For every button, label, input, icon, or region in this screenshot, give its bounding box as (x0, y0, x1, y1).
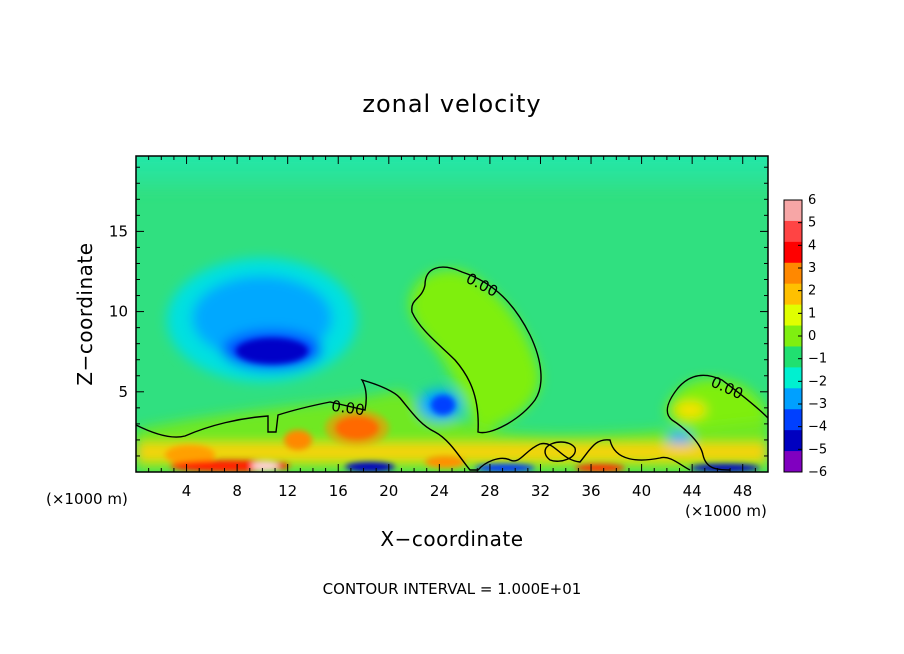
yellow-spot (674, 402, 706, 418)
colorbar-label: −3 (808, 397, 827, 412)
colorbar-swatch (784, 451, 802, 473)
y-tick-label: 15 (109, 222, 128, 240)
colorbar-label: −2 (808, 374, 827, 389)
colorbar-label: −5 (808, 442, 827, 457)
colorbar-swatch (784, 388, 802, 410)
orange-surface-3 (425, 456, 465, 468)
orange-spot-1 (284, 430, 312, 450)
colorbar-label: 5 (808, 216, 816, 231)
blue-surface-3 (690, 464, 760, 472)
x-tick-label: 4 (182, 482, 192, 500)
colorbar-label: −4 (808, 420, 827, 435)
colorbar-swatch (784, 367, 802, 389)
x-tick-label: 20 (379, 482, 398, 500)
colorbar-label: 0 (808, 329, 816, 344)
y-tick-label: 10 (109, 303, 128, 321)
x-axis-ticks: 4 8 12 16 20 24 28 32 36 40 44 48 (148, 156, 756, 500)
blue-core-dark (236, 338, 308, 364)
orange-patch (325, 410, 389, 446)
x-tick-label: 16 (329, 482, 348, 500)
y-tick-label: 5 (118, 383, 128, 401)
x-tick-label: 24 (430, 482, 449, 500)
white-surface-spot (251, 461, 279, 471)
contour-small-loop (544, 441, 576, 462)
colorbar-swatch (784, 430, 802, 452)
x-tick-label: 8 (232, 482, 242, 500)
colorbar-swatch (784, 304, 802, 327)
x-tick-label: 40 (632, 482, 651, 500)
upper-layer (136, 156, 768, 190)
contour-right-lobe (666, 374, 768, 471)
colorbar-label: 4 (808, 238, 816, 253)
colorbar-label: 1 (808, 306, 816, 321)
orange-spot-2 (165, 445, 215, 465)
x-tick-label: 12 (278, 482, 297, 500)
x-tick-label: 36 (581, 482, 600, 500)
red-surface-2 (575, 464, 625, 472)
colorbar-swatch (784, 346, 802, 368)
x-tick-label: 28 (480, 482, 499, 500)
x-tick-label: 48 (733, 482, 752, 500)
x-unit-left: (×1000 m) (46, 490, 128, 508)
blue-spot-dark (431, 395, 455, 415)
colorbar-label: −1 (808, 352, 827, 367)
colorbar: 6 5 4 3 2 1 0 −1 −2 −3 −4 −5 −6 (783, 193, 827, 480)
colorbar-label: 3 (808, 261, 816, 276)
y-axis-label: Z−coordinate (73, 242, 97, 385)
y-axis-ticks: 5 10 15 (109, 166, 768, 457)
chart-title: zonal velocity (362, 90, 541, 118)
contour-positive-lobe (411, 266, 542, 434)
blue-surface-1 (345, 462, 395, 472)
contour-lines (136, 266, 768, 471)
heatmap-field (136, 156, 768, 472)
colorbar-swatch (784, 262, 802, 285)
positive-lobe-region (409, 269, 540, 432)
contour-interval-note: CONTOUR INTERVAL = 1.000E+01 (323, 580, 582, 598)
x-unit-right: (×1000 m) (685, 502, 767, 520)
x-axis-label: X−coordinate (380, 527, 523, 551)
contour-label-1: 0.00 (330, 397, 366, 419)
contour-lower-boundary (136, 378, 691, 471)
x-tick-label: 44 (683, 482, 702, 500)
x-tick-label: 32 (531, 482, 550, 500)
colorbar-swatch (784, 283, 802, 306)
colorbar-label: −6 (808, 465, 827, 480)
colorbar-swatch (784, 200, 802, 222)
colorbar-swatch (784, 325, 802, 347)
colorbar-label: 2 (808, 284, 816, 299)
colorbar-swatch (784, 409, 802, 431)
colorbar-label: 6 (808, 193, 816, 208)
colorbar-swatch (784, 241, 802, 264)
colorbar-swatch (784, 220, 802, 243)
